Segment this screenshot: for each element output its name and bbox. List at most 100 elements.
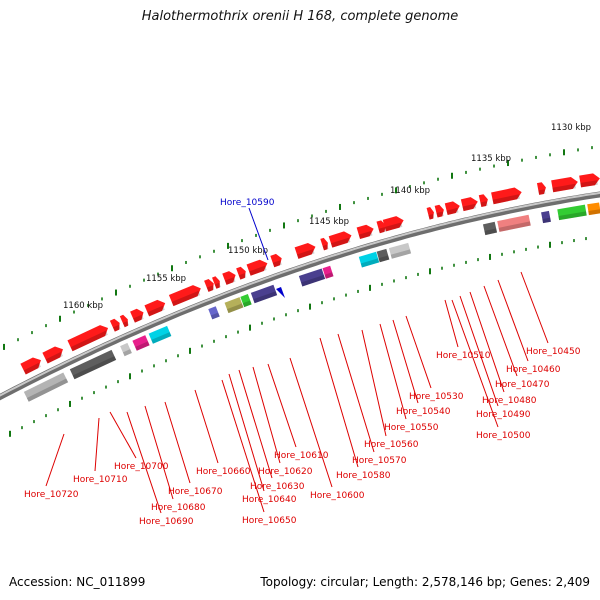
gene-label[interactable]: Hore_10470 <box>495 380 550 390</box>
gene-leader-line <box>126 411 162 514</box>
forward-gene-arrow[interactable] <box>212 275 222 289</box>
forward-gene-arrow[interactable] <box>168 283 203 307</box>
forward-gene-arrow[interactable] <box>356 223 376 240</box>
reverse-gene-block[interactable] <box>148 325 172 344</box>
gene-leader-line <box>109 411 137 459</box>
gene-label[interactable]: Hore_10650 <box>242 516 297 526</box>
scale-label: 1160 kbp <box>63 301 103 311</box>
gene-label[interactable]: Hore_10460 <box>506 365 561 375</box>
gene-features <box>20 172 600 402</box>
gene-leader-line <box>379 323 407 420</box>
gene-leader-line <box>94 417 100 472</box>
gene-label[interactable]: Hore_10580 <box>336 471 391 481</box>
reverse-gene-block[interactable] <box>132 335 150 351</box>
scale-label: 1155 kbp <box>146 274 186 284</box>
reverse-gene-block[interactable] <box>557 204 587 221</box>
forward-gene-arrow[interactable] <box>551 176 579 193</box>
gene-label[interactable]: Hore_10690 <box>139 517 194 527</box>
reverse-gene-block[interactable] <box>497 214 531 232</box>
gene-leader-line <box>221 379 265 513</box>
forward-gene-arrow[interactable] <box>130 307 146 323</box>
gene-label[interactable]: Hore_10640 <box>242 495 297 505</box>
forward-gene-arrow[interactable] <box>382 214 405 232</box>
gene-label[interactable]: Hore_10670 <box>168 487 223 497</box>
gene-label[interactable]: Hore_10700 <box>114 462 169 472</box>
gene-leader-line <box>497 279 529 362</box>
forward-gene-arrow[interactable] <box>536 182 547 195</box>
forward-gene-arrow[interactable] <box>434 204 446 218</box>
forward-gene-arrow[interactable] <box>478 194 489 207</box>
highlighted-gene-arrow[interactable] <box>276 287 285 298</box>
forward-gene-arrow[interactable] <box>144 298 167 317</box>
gene-leader-line <box>459 295 499 407</box>
gene-label[interactable]: Hore_10570 <box>352 456 407 466</box>
forward-gene-arrow[interactable] <box>119 314 130 328</box>
reverse-gene-block[interactable] <box>376 248 390 263</box>
forward-gene-arrow[interactable] <box>328 230 354 248</box>
gene-label[interactable]: Hore_10500 <box>476 431 531 441</box>
forward-gene-arrow[interactable] <box>42 344 65 364</box>
accession-text: Accession: NC_011899 <box>9 575 146 589</box>
forward-gene-arrow[interactable] <box>204 278 216 292</box>
gene-leader-line <box>361 329 387 437</box>
reverse-gene-block[interactable] <box>208 306 220 320</box>
reverse-gene-block[interactable] <box>587 202 600 216</box>
forward-gene-arrow[interactable] <box>579 172 600 188</box>
forward-gene-arrow[interactable] <box>222 269 237 285</box>
forward-gene-arrow[interactable] <box>294 241 318 259</box>
gene-label[interactable]: Hore_10680 <box>151 503 206 513</box>
gene-label[interactable]: Hore_10550 <box>384 423 439 433</box>
gene-label[interactable]: Hore_10490 <box>476 410 531 420</box>
gene-label[interactable]: Hore_10510 <box>436 351 491 361</box>
reverse-gene-block[interactable] <box>250 284 278 304</box>
highlighted-gene-label[interactable]: Hore_10590 <box>220 198 275 208</box>
reverse-gene-block[interactable] <box>388 242 412 259</box>
reverse-gene-block[interactable] <box>23 372 69 402</box>
gene-leader-line <box>469 291 505 393</box>
forward-gene-arrow[interactable] <box>246 258 270 276</box>
forward-gene-arrow[interactable] <box>426 206 436 220</box>
gene-label[interactable]: Hore_10720 <box>24 490 79 500</box>
gene-label[interactable]: Hore_10480 <box>482 396 537 406</box>
gene-label[interactable]: Hore_10540 <box>396 407 451 417</box>
gene-label[interactable]: Hore_10600 <box>310 491 365 501</box>
reverse-gene-block[interactable] <box>120 342 132 357</box>
forward-gene-arrow[interactable] <box>320 237 329 251</box>
gene-label[interactable]: Hore_10450 <box>526 347 581 357</box>
gene-leader-line <box>238 369 273 479</box>
forward-gene-arrow[interactable] <box>444 200 461 215</box>
genome-map: 1130 kbp 1135 kbp 1140 kbp 1145 kbp 1150 kbp… <box>0 123 600 527</box>
scale-label: 1150 kbp <box>228 246 268 256</box>
reverse-gene-block[interactable] <box>69 349 117 380</box>
forward-gene-arrow[interactable] <box>270 253 283 268</box>
gene-labels: Hore_10450 Hore_10460 Hore_10470 Hore_10480… <box>24 271 581 527</box>
reverse-gene-block[interactable] <box>224 297 244 314</box>
reverse-gene-block[interactable] <box>298 268 326 287</box>
reverse-gene-block[interactable] <box>482 221 498 236</box>
reverse-gene-block[interactable] <box>541 210 551 224</box>
reverse-gene-block[interactable] <box>322 265 334 279</box>
forward-gene-arrow[interactable] <box>109 317 122 332</box>
forward-gene-arrow[interactable] <box>67 323 110 352</box>
gene-label[interactable]: Hore_10530 <box>409 392 464 402</box>
scale-label: 1135 kbp <box>471 154 511 164</box>
gene-label[interactable]: Hore_10620 <box>258 467 313 477</box>
forward-gene-arrow[interactable] <box>20 355 43 375</box>
gene-leader-line <box>392 319 419 404</box>
reverse-gene-block[interactable] <box>358 251 380 268</box>
gene-label[interactable]: Hore_10630 <box>250 482 305 492</box>
forward-gene-arrow[interactable] <box>491 186 523 205</box>
reverse-gene-block[interactable] <box>240 294 252 308</box>
gene-label[interactable]: Hore_10660 <box>196 467 251 477</box>
gene-leader-line <box>252 366 281 464</box>
forward-gene-arrow[interactable] <box>376 219 387 234</box>
forward-gene-arrow[interactable] <box>236 266 248 280</box>
gene-label[interactable]: Hore_10560 <box>364 440 419 450</box>
backbone-highlight <box>0 191 600 397</box>
gene-label[interactable]: Hore_10610 <box>274 451 329 461</box>
forward-gene-arrow[interactable] <box>460 196 479 212</box>
highlighted-gene: Hore_10590 <box>220 198 285 298</box>
gene-leader-line <box>45 433 65 487</box>
gene-label[interactable]: Hore_10710 <box>73 475 128 485</box>
